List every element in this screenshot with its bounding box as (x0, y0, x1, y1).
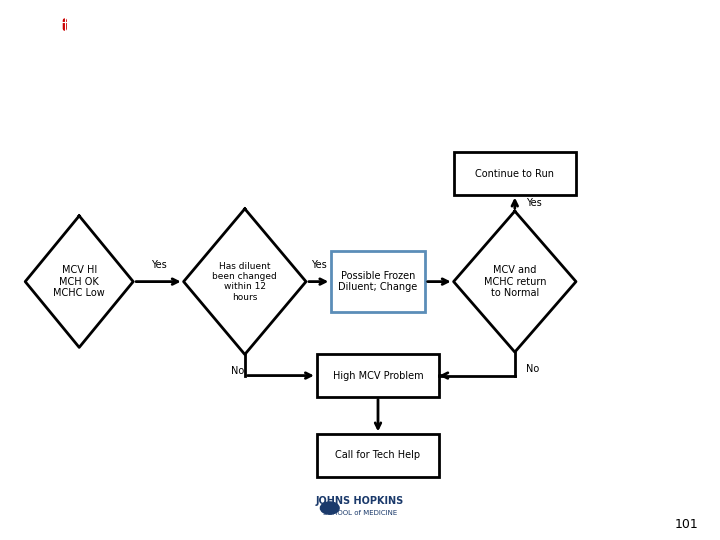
FancyBboxPatch shape (331, 251, 425, 312)
Text: 101: 101 (675, 518, 698, 531)
Circle shape (320, 502, 339, 514)
Text: JOHNS HOPKINS: JOHNS HOPKINS (316, 496, 404, 506)
Text: Yes: Yes (526, 198, 541, 208)
Text: MCV and
MCHC return
to Normal: MCV and MCHC return to Normal (484, 265, 546, 298)
Polygon shape (184, 209, 306, 354)
Text: Continue to Run: Continue to Run (475, 168, 554, 179)
Text: Call for Tech Help: Call for Tech Help (336, 450, 420, 461)
Text: Possible Frozen
Diluent; Change: Possible Frozen Diluent; Change (338, 271, 418, 292)
Text: Yes: Yes (311, 260, 326, 270)
Polygon shape (25, 216, 133, 347)
Text: No: No (526, 364, 539, 374)
Text: SCHOOL of MEDICINE: SCHOOL of MEDICINE (323, 510, 397, 516)
FancyBboxPatch shape (317, 434, 439, 477)
Text: Patient Safety Monitoring in International Laboratories (SMILE): Patient Safety Monitoring in Internation… (130, 25, 720, 43)
Text: MCV HI
MCH OK
MCHC Low: MCV HI MCH OK MCHC Low (53, 265, 105, 298)
Text: Yes: Yes (150, 260, 166, 270)
Text: No: No (231, 366, 244, 376)
Text: Has diluent
been changed
within 12
hours: Has diluent been changed within 12 hours (212, 261, 277, 302)
Text: High MCV Problem: High MCV Problem (333, 370, 423, 381)
Polygon shape (454, 211, 576, 352)
Text: PSMILE: PSMILE (52, 60, 78, 66)
FancyBboxPatch shape (317, 354, 439, 397)
FancyBboxPatch shape (454, 152, 576, 195)
